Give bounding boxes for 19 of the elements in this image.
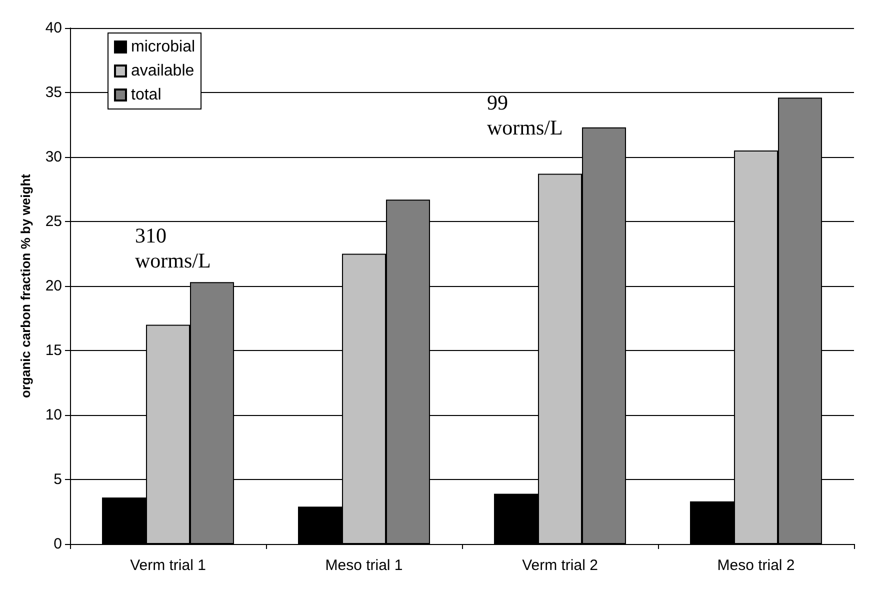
x-tick-label: Verm trial 2 [522, 557, 598, 574]
annotation: 99 worms/L [487, 90, 563, 140]
x-tick-label: Meso trial 2 [717, 557, 795, 574]
y-tick-label: 10 [45, 406, 62, 424]
annotation: 310 worms/L [135, 224, 211, 272]
legend-label: available [131, 62, 194, 80]
y-tick-label: 0 [54, 536, 62, 552]
y-tick-label: 40 [45, 20, 62, 36]
y-tick-label: 30 [45, 148, 62, 166]
x-tick-label: Verm trial 1 [130, 557, 206, 574]
y-tick-label: 35 [45, 84, 62, 101]
x-tick-label: Meso trial 1 [325, 557, 403, 574]
y-axis-title: organic carbon fraction % by weight [18, 173, 33, 398]
y-tick-label: 20 [45, 278, 62, 294]
y-tick-label: 15 [45, 342, 62, 359]
legend-label: total [131, 86, 162, 104]
legend-label: microbial [131, 38, 196, 56]
y-tick-label: 25 [45, 213, 62, 230]
y-tick-label: 5 [54, 471, 62, 488]
